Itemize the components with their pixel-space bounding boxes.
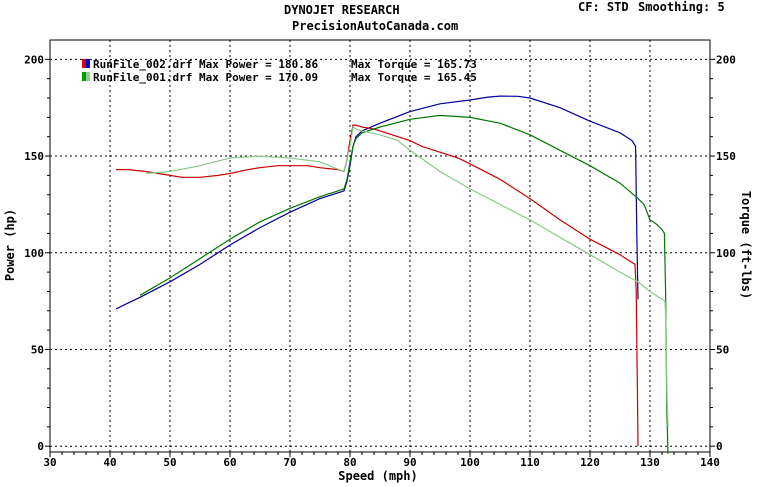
legend-swatch-left [82, 72, 86, 81]
chart-title: DYNOJET RESEARCH [284, 3, 400, 17]
legend-swatch-right [86, 72, 90, 81]
y-tick-label: 150 [24, 150, 44, 163]
legend-torque-label: Max Torque = 165.45 [351, 71, 477, 84]
x-tick-label: 120 [580, 456, 600, 469]
legend-label: RunFile_001.drf Max Power = 170.09 [93, 71, 318, 84]
x-tick-label: 130 [640, 456, 660, 469]
y-tick-label: 100 [24, 247, 44, 260]
x-tick-label: 80 [343, 456, 356, 469]
legend-swatch-right [86, 59, 90, 68]
series-line-4 [145, 126, 669, 427]
y-tick-label: 50 [31, 343, 44, 356]
x-tick-label: 50 [163, 456, 176, 469]
series-line-2 [116, 124, 639, 447]
legend-label: RunFile_002.drf Max Power = 180.86 [93, 58, 319, 71]
y-tick-label: 200 [24, 53, 44, 66]
y-axis: 0 50 100 150 200 [24, 53, 50, 453]
y-axis-title: Power (hp) [3, 209, 17, 281]
x-tick-label: 60 [223, 456, 236, 469]
y2-axis-title: Torque (ft-lbs) [739, 191, 753, 299]
x-tick-label: 140 [700, 456, 720, 469]
series-group [115, 95, 669, 454]
y-tick-label: 0 [37, 440, 44, 453]
x-tick-label: 40 [103, 456, 116, 469]
y2-tick-label: 100 [716, 247, 736, 260]
legend: RunFile_002.drf Max Power = 180.86 Max To… [82, 58, 477, 84]
x-tick-label: 100 [460, 456, 480, 469]
plot-area [49, 39, 711, 453]
y2-tick-label: 50 [716, 343, 729, 356]
x-tick-label: 30 [43, 456, 56, 469]
x-tick-label: 70 [283, 456, 296, 469]
series-line-3 [139, 114, 669, 454]
y2-tick-label: 150 [716, 150, 736, 163]
x-tick-label: 90 [403, 456, 416, 469]
cf-label: CF: STD [578, 0, 629, 14]
series-line-1 [115, 95, 639, 310]
smoothing-label: Smoothing: 5 [638, 0, 725, 14]
chart-subtitle: PrecisionAutoCanada.com [292, 19, 459, 33]
grid-lines [50, 40, 710, 452]
legend-swatch-left [82, 59, 86, 68]
x-tick-label: 110 [520, 456, 540, 469]
x-axis: 30 40 50 60 70 80 90 100 110 120 130 140 [43, 452, 720, 469]
y2-tick-label: 0 [716, 440, 723, 453]
y2-tick-label: 200 [716, 53, 736, 66]
y-axis-right: 0 50 100 150 200 [710, 53, 736, 453]
legend-torque-label: Max Torque = 165.73 [351, 58, 477, 71]
x-axis-title: Speed (mph) [338, 469, 417, 483]
